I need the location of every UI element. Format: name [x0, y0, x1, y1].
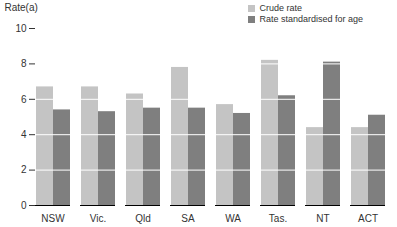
svg-text:SA: SA — [181, 213, 195, 224]
svg-text:Tas.: Tas. — [269, 213, 287, 224]
svg-text:8: 8 — [21, 58, 27, 69]
svg-text:2: 2 — [21, 164, 27, 175]
svg-text:6: 6 — [21, 94, 27, 105]
svg-text:0: 0 — [21, 200, 27, 211]
svg-text:Rate(a): Rate(a) — [5, 2, 38, 13]
svg-text:10: 10 — [15, 23, 27, 34]
svg-text:Vic.: Vic. — [90, 213, 107, 224]
svg-text:ACT: ACT — [358, 213, 378, 224]
svg-text:WA: WA — [225, 213, 241, 224]
svg-text:NT: NT — [316, 213, 329, 224]
svg-text:4: 4 — [21, 129, 27, 140]
html-text:Crude rate: Crude rate — [259, 3, 302, 13]
svg-text:Qld: Qld — [135, 213, 151, 224]
html-text:Rate standardised for age: Rate standardised for age — [259, 14, 363, 24]
svg-text:NSW: NSW — [41, 213, 65, 224]
